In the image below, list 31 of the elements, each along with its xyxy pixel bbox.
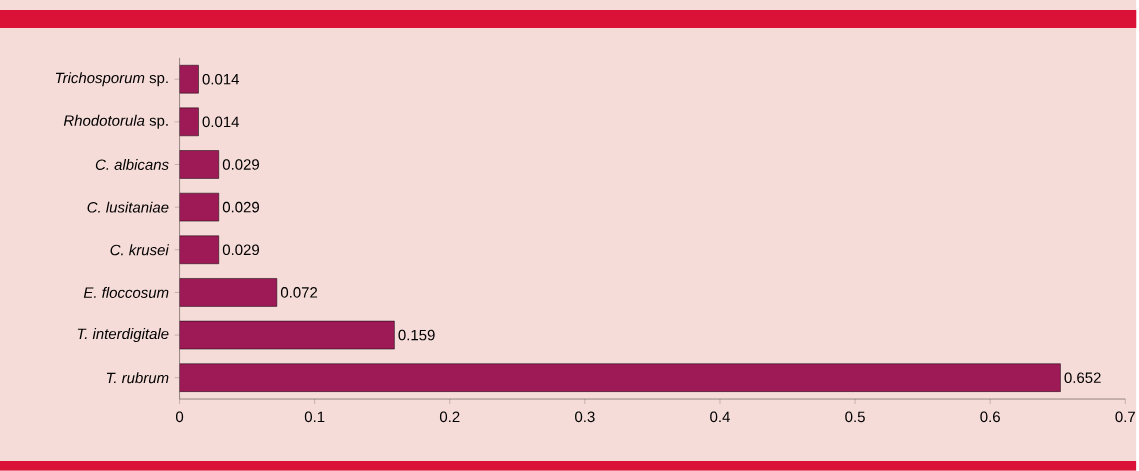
x-tick-label: 0.6 <box>980 411 1000 423</box>
y-tick-label: C. lusitaniae <box>87 201 169 213</box>
bar <box>179 320 395 350</box>
bar <box>179 278 278 307</box>
bar <box>179 65 199 94</box>
data-label: 0.652 <box>1064 372 1101 384</box>
x-tick-label: 0.1 <box>304 411 325 423</box>
bar <box>179 363 1061 392</box>
y-tick-label: Rhodotorula sp. <box>63 114 168 129</box>
y-tick-label: T. interdigitale <box>77 328 169 343</box>
y-tick-label: E. floccosum <box>83 286 169 298</box>
y-tick-label: C. albicans <box>95 159 169 171</box>
data-label: 0.029 <box>222 244 259 256</box>
data-label: 0.014 <box>202 73 240 85</box>
y-tick-label: C. krusei <box>110 244 170 256</box>
bar <box>179 235 219 265</box>
data-label: 0.159 <box>398 329 435 341</box>
x-tick-label: 0.2 <box>439 411 460 423</box>
bar <box>179 150 219 179</box>
y-tick-label: Trichosporum sp. <box>55 72 168 87</box>
x-tick-label: 0 <box>175 411 184 423</box>
x-tick-label: 0.5 <box>845 411 865 423</box>
x-tick-label: 0.3 <box>575 411 595 423</box>
y-tick-label: T. rubrum <box>106 372 169 384</box>
bar <box>179 192 219 222</box>
data-label: 0.029 <box>222 201 259 213</box>
data-label: 0.072 <box>280 287 318 298</box>
x-tick-label: 0.4 <box>710 411 730 423</box>
data-label: 0.014 <box>202 116 240 128</box>
x-tick-label: 0.7 <box>1115 411 1135 423</box>
data-label: 0.029 <box>222 159 259 170</box>
